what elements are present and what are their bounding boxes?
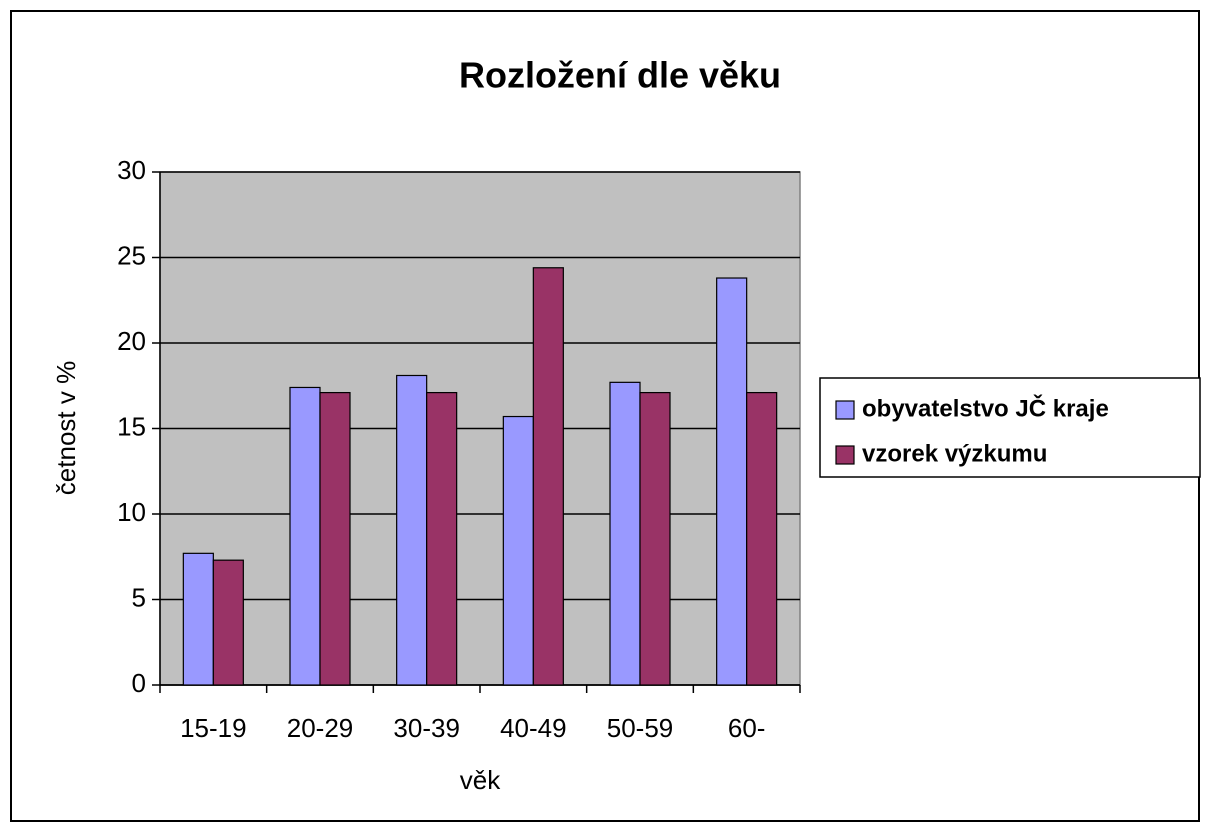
bar bbox=[716, 277, 748, 686]
bar bbox=[212, 559, 244, 686]
x-tick-label: 50-59 bbox=[607, 713, 674, 743]
y-tick-label: 10 bbox=[117, 497, 146, 527]
x-tick-label: 15-19 bbox=[180, 713, 247, 743]
x-tick-label: 30-39 bbox=[393, 713, 460, 743]
y-tick-label: 25 bbox=[117, 240, 146, 270]
legend-label: obyvatelstvo JČ kraje bbox=[862, 394, 1109, 422]
chart-title: Rozložení dle věku bbox=[459, 55, 781, 96]
y-tick-label: 15 bbox=[117, 411, 146, 441]
legend-label: vzorek výzkumu bbox=[862, 440, 1047, 467]
x-tick-label: 60- bbox=[728, 713, 766, 743]
y-tick-label: 20 bbox=[117, 326, 146, 356]
y-tick-label: 30 bbox=[117, 155, 146, 185]
legend-swatch bbox=[835, 400, 855, 420]
bar bbox=[746, 391, 778, 686]
bar bbox=[639, 391, 671, 686]
bar bbox=[609, 381, 641, 686]
bar bbox=[182, 552, 214, 686]
bar bbox=[396, 374, 428, 686]
x-axis-label: věk bbox=[460, 765, 501, 795]
legend bbox=[819, 377, 1201, 478]
y-axis-label: četnost v % bbox=[51, 361, 81, 495]
y-tick-label: 5 bbox=[132, 582, 146, 612]
bar bbox=[426, 391, 458, 686]
x-tick-label: 40-49 bbox=[500, 713, 567, 743]
bar bbox=[289, 386, 321, 686]
bar bbox=[319, 391, 351, 686]
y-tick-label: 0 bbox=[132, 668, 146, 698]
x-tick-label: 20-29 bbox=[287, 713, 354, 743]
bar bbox=[532, 267, 564, 686]
legend-swatch bbox=[835, 445, 855, 465]
bar bbox=[502, 415, 534, 686]
